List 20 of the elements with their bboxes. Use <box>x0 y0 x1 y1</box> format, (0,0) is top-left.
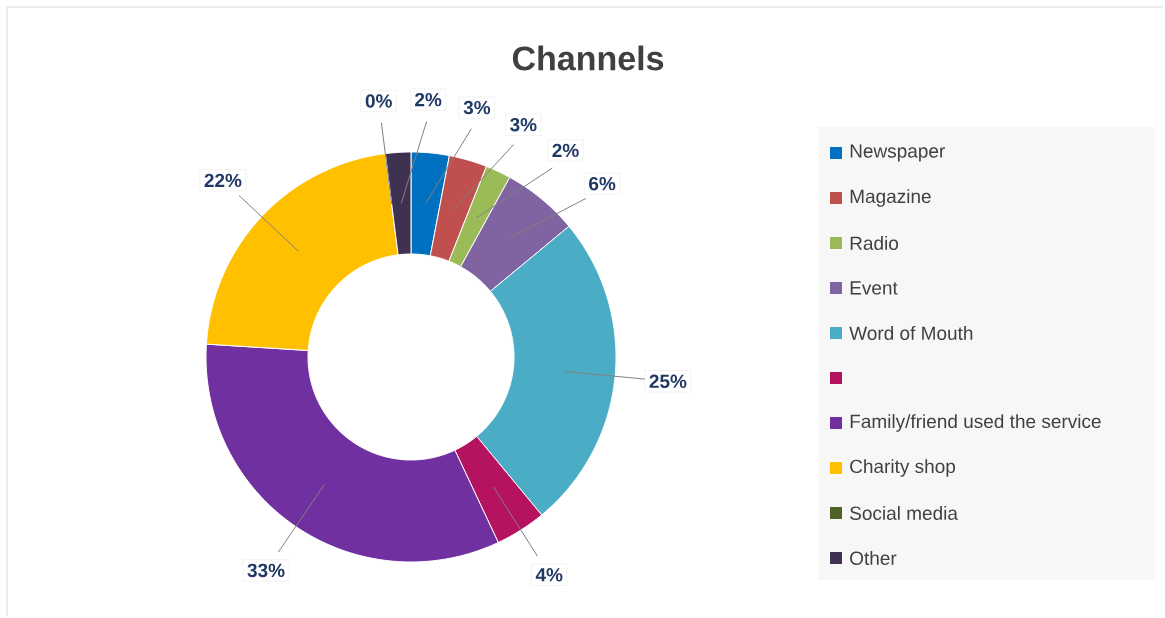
text: 0% <box>365 94 392 108</box>
legend-label: Word of Mouth <box>849 326 973 340</box>
legend-label: Newspaper <box>850 144 945 162</box>
data-label: 3% <box>510 117 537 132</box>
legend-label: Radio <box>850 236 899 250</box>
legend-label: Event <box>850 281 898 295</box>
data-label: 2% <box>552 143 579 158</box>
data-label: 6% <box>589 176 616 191</box>
chart-title: Channels <box>512 45 664 71</box>
data-label: 25% <box>649 374 687 389</box>
legend-label: Social media <box>850 506 958 520</box>
legend-label: Magazine <box>850 189 931 207</box>
data-label: 33% <box>247 563 285 578</box>
data-label: 4% <box>535 568 563 582</box>
data-label: 3% <box>463 100 491 115</box>
data-label: 2% <box>415 92 442 107</box>
legend-label: Other <box>850 551 897 565</box>
legend-label: Family/friend used the service <box>850 414 1101 432</box>
data-label: 22% <box>204 173 242 188</box>
legend-label: Charity shop <box>850 459 956 477</box>
